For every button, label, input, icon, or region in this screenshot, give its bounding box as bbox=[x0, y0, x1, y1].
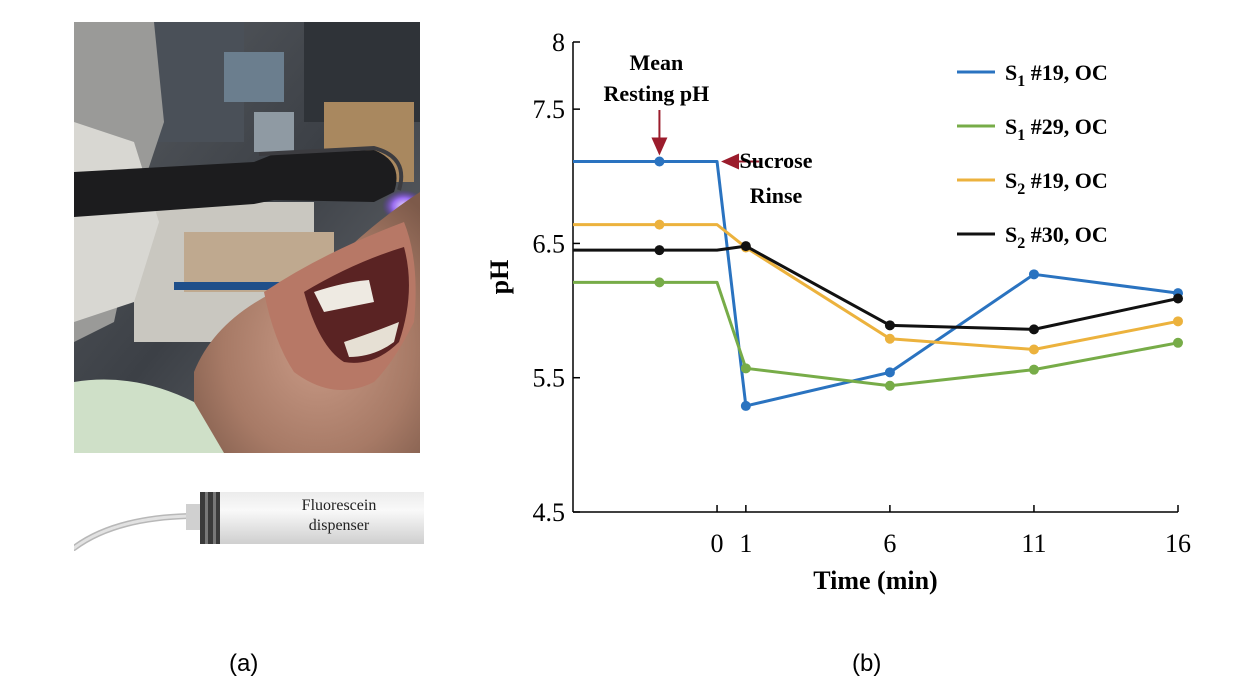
chart-annotations: Mean Resting pH Sucrose Rinse bbox=[604, 50, 813, 208]
data-point bbox=[884, 367, 895, 378]
dispenser-label-line1: Fluorescein bbox=[301, 497, 377, 514]
series-line bbox=[573, 244, 1179, 331]
y-tick-label: 7.5 bbox=[533, 95, 566, 124]
series-line bbox=[573, 160, 1179, 408]
data-point bbox=[654, 245, 665, 256]
x-axis-title: Time (min) bbox=[813, 566, 937, 595]
data-point bbox=[884, 320, 895, 331]
annotation-rinse-line1: Sucrose bbox=[740, 148, 813, 173]
data-point bbox=[654, 277, 665, 288]
annotation-rinse-line2: Rinse bbox=[750, 183, 803, 208]
data-point bbox=[1173, 293, 1183, 304]
chart-series bbox=[573, 156, 1183, 411]
x-tick-label: 0 bbox=[711, 529, 724, 558]
panel-b-caption: (b) bbox=[852, 650, 882, 677]
data-point bbox=[740, 241, 751, 252]
data-point bbox=[654, 156, 665, 167]
legend-entry: S1 #29, OC bbox=[1005, 114, 1108, 144]
intraoral-photo bbox=[74, 22, 426, 453]
series-line bbox=[573, 280, 1179, 388]
x-tick-label: 6 bbox=[883, 529, 896, 558]
syringe-illustration bbox=[71, 492, 424, 551]
y-tick-label: 4.5 bbox=[533, 498, 566, 527]
annotation-mean-line1: Mean bbox=[630, 50, 684, 75]
y-tick-label: 6.5 bbox=[533, 229, 566, 258]
data-point bbox=[1173, 337, 1183, 348]
data-point bbox=[740, 400, 751, 411]
x-tick-label: 11 bbox=[1021, 529, 1046, 558]
dispenser-label-line2: dispenser bbox=[308, 517, 370, 534]
annotation-mean-line2: Resting pH bbox=[604, 81, 710, 106]
x-tick-label: 16 bbox=[1165, 529, 1191, 558]
panel-a-caption: (a) bbox=[229, 650, 259, 677]
data-point bbox=[884, 380, 895, 391]
data-point bbox=[740, 363, 751, 374]
legend-entry: S1 #19, OC bbox=[1005, 60, 1108, 90]
x-tick-label: 1 bbox=[739, 529, 752, 558]
y-tick-label: 5.5 bbox=[533, 364, 566, 393]
intraoral-photo-illustration bbox=[74, 22, 426, 453]
data-point bbox=[1028, 364, 1039, 375]
y-tick-label: 8 bbox=[552, 28, 565, 57]
y-axis-title: pH bbox=[485, 260, 514, 295]
data-point bbox=[884, 333, 895, 344]
series-line bbox=[573, 223, 1179, 352]
chart-legend: S1 #19, OC S1 #29, OC S2 #19, OC S2 #30, OC bbox=[957, 60, 1108, 252]
fluorescein-dispenser: Fluorescein dispenser bbox=[71, 478, 424, 558]
legend-entry: S2 #19, OC bbox=[1005, 168, 1108, 198]
data-point bbox=[1028, 324, 1039, 335]
legend-entry: S2 #30, OC bbox=[1005, 222, 1108, 252]
data-point bbox=[1173, 316, 1183, 327]
data-point bbox=[654, 219, 665, 230]
data-point bbox=[1028, 344, 1039, 355]
data-point bbox=[1028, 269, 1039, 280]
